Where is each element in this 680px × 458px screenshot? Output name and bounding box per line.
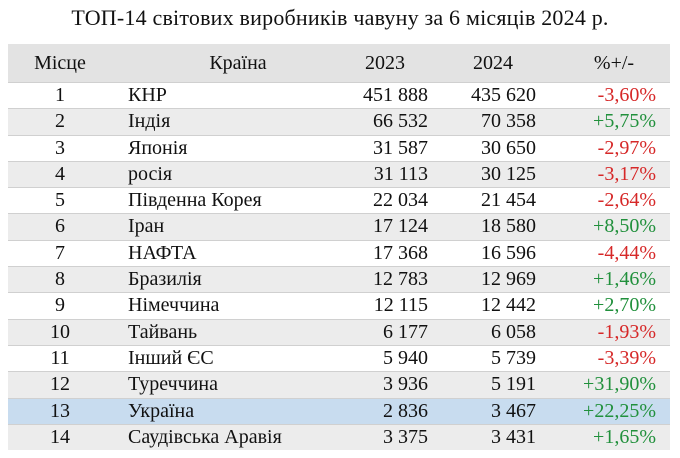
cell-rank: 2 xyxy=(55,110,65,133)
cell-rank: 6 xyxy=(55,215,65,238)
cell-country: Бразилія xyxy=(128,268,202,291)
cell-2024: 3 431 xyxy=(491,425,536,448)
cell-2024: 12 442 xyxy=(481,294,536,317)
table-row-highlighted: 13 Україна 2 836 3 467 +22,25% xyxy=(8,397,670,424)
cell-2024: 6 058 xyxy=(491,320,536,343)
cell-change: +2,70% xyxy=(593,294,656,317)
cell-rank: 13 xyxy=(50,399,70,422)
header-2024: 2024 xyxy=(473,52,513,74)
table-row: 9 Німеччина 12 115 12 442 +2,70% xyxy=(8,292,670,319)
cell-rank: 8 xyxy=(55,268,65,291)
cell-2024: 3 467 xyxy=(491,399,536,422)
cell-change: +1,65% xyxy=(593,425,656,448)
cell-rank: 4 xyxy=(55,162,65,185)
cell-2023: 2 836 xyxy=(383,399,428,422)
cell-change: -1,93% xyxy=(597,320,656,343)
cell-2023: 5 940 xyxy=(383,346,428,369)
table-row: 11 Інший ЄС 5 940 5 739 -3,39% xyxy=(8,344,670,372)
cell-country: Саудівська Аравія xyxy=(128,425,282,448)
table-row: 3 Японія 31 587 30 650 -2,97% xyxy=(8,134,670,161)
cell-2024: 70 358 xyxy=(481,110,536,133)
table-row: 5 Південна Корея 22 034 21 454 -2,64% xyxy=(8,187,670,214)
cell-2023: 3 936 xyxy=(383,373,428,396)
cell-country: Україна xyxy=(128,399,195,422)
cell-2024: 18 580 xyxy=(481,215,536,238)
cell-2023: 22 034 xyxy=(373,189,428,212)
cell-2023: 12 115 xyxy=(373,294,428,317)
cell-2024: 12 969 xyxy=(481,268,536,291)
cell-2023: 6 177 xyxy=(383,320,428,343)
cell-rank: 14 xyxy=(50,425,70,448)
cell-2023: 3 375 xyxy=(383,425,428,448)
cell-2023: 17 368 xyxy=(373,241,428,264)
cell-country: Німеччина xyxy=(128,294,220,317)
header-2023: 2023 xyxy=(365,52,405,74)
cell-country: росія xyxy=(128,162,173,185)
producers-table: Місце Країна 2023 2024 %+/- 1 КНР 451 88… xyxy=(8,44,670,451)
cell-change: +31,90% xyxy=(583,373,656,396)
header-rank: Місце xyxy=(34,52,86,74)
cell-rank: 5 xyxy=(55,189,65,212)
cell-2024: 435 620 xyxy=(471,84,536,106)
table-row: 7 НАФТА 17 368 16 596 -4,44% xyxy=(8,239,670,267)
table-title: ТОП-14 світових виробників чавуну за 6 м… xyxy=(71,5,609,30)
cell-rank: 12 xyxy=(50,373,70,396)
cell-rank: 3 xyxy=(55,136,65,159)
cell-rank: 10 xyxy=(50,320,70,343)
cell-change: -3,60% xyxy=(597,84,656,106)
cell-2023: 17 124 xyxy=(373,215,428,238)
cell-change: +8,50% xyxy=(593,215,656,238)
cell-2023: 12 783 xyxy=(373,268,428,291)
cell-2023: 31 587 xyxy=(373,136,428,159)
header-change: %+/- xyxy=(593,52,635,74)
cell-2023: 31 113 xyxy=(373,162,428,185)
table-header-row: Місце Країна 2023 2024 %+/- xyxy=(8,44,670,82)
cell-rank: 7 xyxy=(55,241,65,264)
cell-rank: 9 xyxy=(55,294,65,317)
cell-rank: 11 xyxy=(50,346,70,369)
cell-country: Індія xyxy=(128,110,171,133)
cell-country: НАФТА xyxy=(128,241,197,264)
header-country: Країна xyxy=(209,52,267,74)
cell-country: Інший ЄС xyxy=(128,346,214,369)
cell-country: Іран xyxy=(128,215,165,238)
cell-2024: 30 125 xyxy=(481,162,536,185)
cell-2024: 5 191 xyxy=(491,373,536,396)
cell-change: -2,64% xyxy=(597,189,656,212)
cell-country: Тайвань xyxy=(128,320,198,343)
cell-change: +22,25% xyxy=(583,399,656,422)
cell-country: КНР xyxy=(128,84,167,106)
table-row: 14 Саудівська Аравія 3 375 3 431 +1,65% xyxy=(8,423,670,451)
cell-change: -3,17% xyxy=(597,162,656,185)
cell-2024: 21 454 xyxy=(481,189,536,212)
table-row: 12 Туреччина 3 936 5 191 +31,90% xyxy=(8,371,670,398)
cell-2024: 5 739 xyxy=(491,346,536,369)
cell-2023: 451 888 xyxy=(363,84,428,106)
cell-rank: 1 xyxy=(55,84,65,106)
table-row: 6 Іран 17 124 18 580 +8,50% xyxy=(8,213,670,240)
table-row: 8 Бразилія 12 783 12 969 +1,46% xyxy=(8,266,670,293)
table-row: 4 росія 31 113 30 125 -3,17% xyxy=(8,160,670,188)
cell-change: -2,97% xyxy=(597,136,656,159)
cell-change: +1,46% xyxy=(593,268,656,291)
cell-2024: 30 650 xyxy=(481,136,536,159)
cell-change: -3,39% xyxy=(597,346,656,369)
cell-2023: 66 532 xyxy=(373,110,428,133)
table-row: 2 Індія 66 532 70 358 +5,75% xyxy=(8,108,670,135)
cell-country: Південна Корея xyxy=(128,189,262,212)
cell-change: -4,44% xyxy=(597,241,656,264)
cell-country: Японія xyxy=(128,136,188,159)
cell-change: +5,75% xyxy=(593,110,656,133)
cell-2024: 16 596 xyxy=(481,241,536,264)
table-row: 1 КНР 451 888 435 620 -3,60% xyxy=(8,82,670,109)
cell-country: Туреччина xyxy=(128,373,218,396)
table-row: 10 Тайвань 6 177 6 058 -1,93% xyxy=(8,318,670,345)
